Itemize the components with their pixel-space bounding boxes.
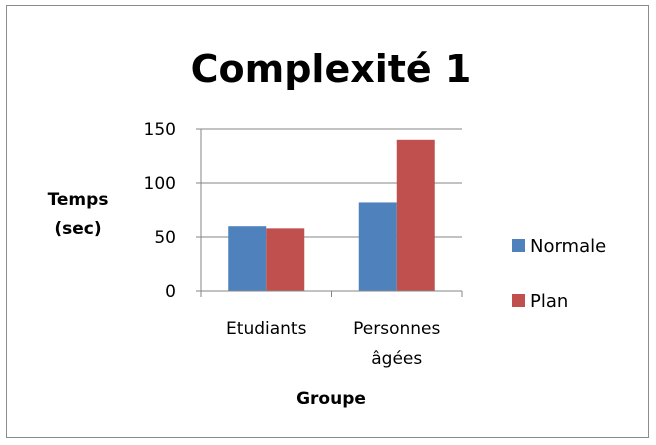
chart-frame: [6, 5, 649, 438]
y-tick-label: 100: [144, 174, 176, 194]
legend-label-plan: Plan: [530, 291, 568, 312]
x-tick-label: Personnes: [353, 319, 440, 339]
x-tick-label: Etudiants: [226, 319, 307, 339]
chart-title: Complexité 1: [191, 47, 472, 91]
bars: [228, 139, 435, 291]
x-axis-title: Groupe: [296, 389, 366, 409]
bar-plan: [266, 228, 305, 291]
y-tick-label: 0: [165, 282, 176, 302]
y-axis-title: Temps (sec): [48, 190, 109, 239]
y-axis-title-line-2: (sec): [54, 219, 101, 239]
x-tick-label: âgées: [371, 349, 422, 369]
bar-normale: [358, 202, 397, 291]
y-tick-label: 150: [144, 120, 176, 140]
legend-swatch-plan: [512, 294, 525, 307]
bar-plan: [396, 139, 435, 291]
legend-swatch-normale: [512, 239, 525, 252]
y-tick-label: 50: [154, 228, 176, 248]
x-tick-labels: Etudiants Personnes âgées: [226, 319, 440, 369]
axes: [196, 128, 463, 297]
legend: Normale Plan: [512, 236, 606, 312]
y-axis-title-line-1: Temps: [48, 190, 109, 210]
y-tick-labels: 0 50 100 150: [144, 120, 176, 302]
bar-normale: [228, 226, 267, 291]
legend-label-normale: Normale: [530, 236, 606, 257]
